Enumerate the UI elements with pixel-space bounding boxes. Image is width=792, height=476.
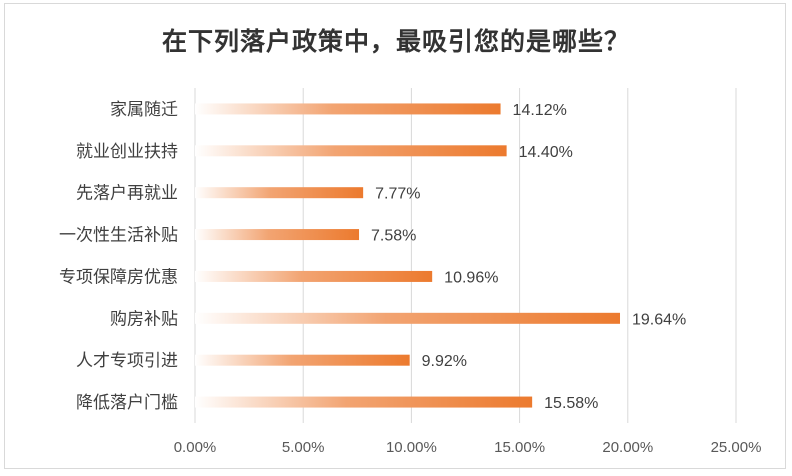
value-label: 14.12% xyxy=(513,102,567,119)
category-label: 先落户再就业 xyxy=(76,184,178,204)
category-label: 降低落户门槛 xyxy=(76,393,178,413)
bar xyxy=(195,396,533,408)
value-label: 19.64% xyxy=(632,311,686,328)
category-label: 人才专项引进 xyxy=(76,351,178,371)
value-label: 14.40% xyxy=(519,144,573,161)
category-label: 家属随迁 xyxy=(110,100,178,120)
category-label: 购房补贴 xyxy=(110,309,178,329)
bar xyxy=(195,270,433,282)
chart-title: 在下列落户政策中，最吸引您的是哪些？ xyxy=(161,27,630,56)
value-label: 7.77% xyxy=(375,186,420,203)
x-tick-label: 25.00% xyxy=(711,439,762,456)
bar xyxy=(195,312,621,324)
value-label: 9.92% xyxy=(422,353,467,370)
category-label: 一次性生活补贴 xyxy=(59,226,178,246)
x-tick-label: 5.00% xyxy=(282,439,325,456)
bar xyxy=(195,354,410,366)
bar xyxy=(195,145,507,157)
value-label: 15.58% xyxy=(544,395,598,412)
x-tick-label: 15.00% xyxy=(494,439,545,456)
chart-frame xyxy=(4,3,786,469)
x-tick-label: 10.00% xyxy=(386,439,437,456)
value-label: 10.96% xyxy=(444,269,498,286)
x-tick-label: 20.00% xyxy=(602,439,653,456)
bar xyxy=(195,187,364,199)
bar xyxy=(195,103,501,115)
category-label: 就业创业扶持 xyxy=(76,142,178,162)
x-tick-label: 0.00% xyxy=(174,439,217,456)
value-label: 7.58% xyxy=(371,228,416,245)
bar xyxy=(195,229,360,241)
category-label: 专项保障房优惠 xyxy=(59,267,178,287)
